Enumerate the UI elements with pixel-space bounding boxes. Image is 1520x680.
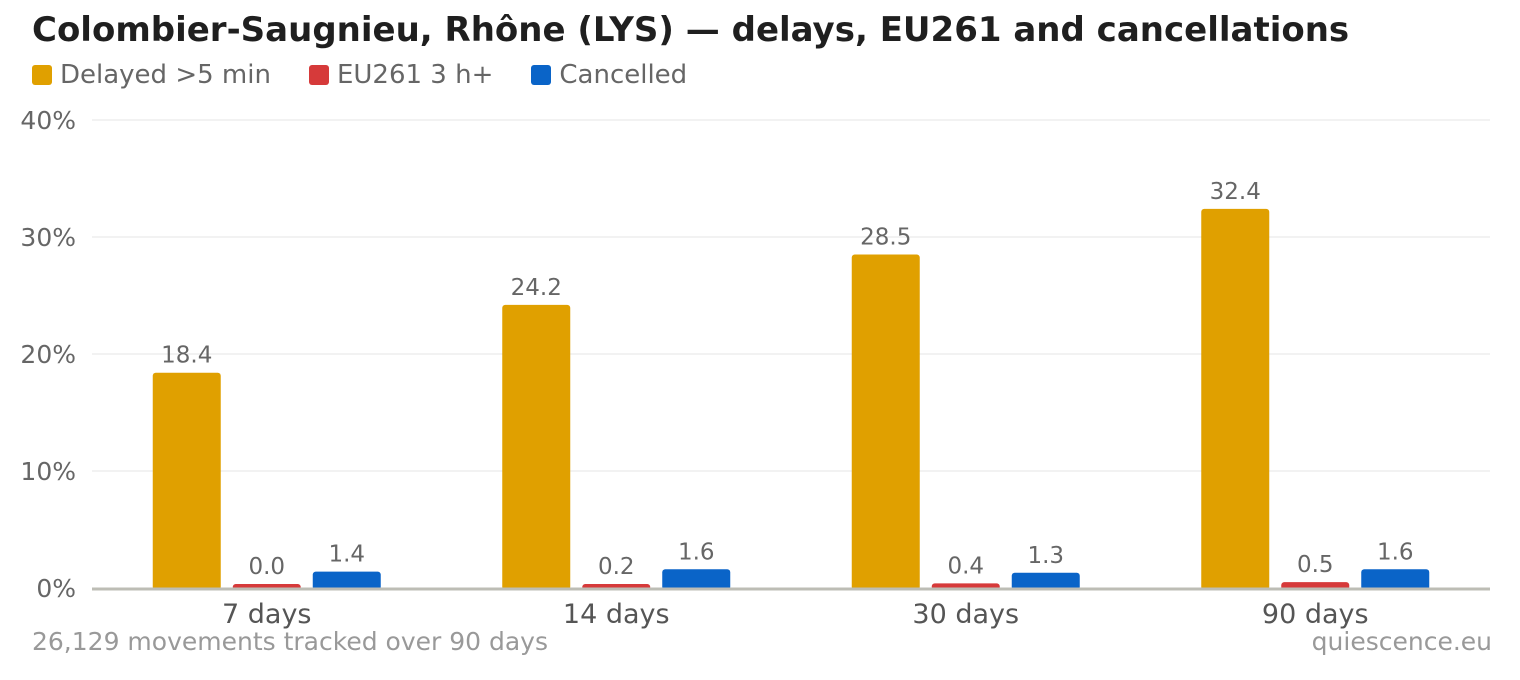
- data-label-delayed-5-min-90-days: 32.4: [1210, 179, 1261, 205]
- y-tick-label-2: 20%: [20, 340, 76, 369]
- bar-delayed-5-min-7-days: [152, 372, 221, 590]
- legend-item-cancelled: Cancelled: [531, 60, 687, 90]
- y-tick-label-0: 0%: [36, 574, 76, 603]
- data-label-cancelled-7-days: 1.4: [328, 542, 365, 568]
- data-label-eu261-3-h-90-days: 0.5: [1297, 552, 1334, 578]
- data-label-eu261-3-h-30-days: 0.4: [947, 553, 984, 579]
- legend-label-delayed: Delayed >5 min: [60, 60, 271, 90]
- x-tick-label-3: 90 days: [1262, 599, 1369, 630]
- data-label-delayed-5-min-7-days: 18.4: [161, 343, 212, 369]
- legend-item-eu261: EU261 3 h+: [308, 60, 494, 90]
- data-label-delayed-5-min-30-days: 28.5: [860, 225, 911, 251]
- data-label-cancelled-30-days: 1.3: [1027, 543, 1064, 569]
- chart-title: Colombier-Saugnieu, Rhône (LYS) — delays…: [32, 10, 1350, 50]
- legend-swatch-delayed: [32, 65, 52, 85]
- footnote: 26,129 movements tracked over 90 days: [32, 627, 548, 656]
- data-label-eu261-3-h-7-days: 0.0: [248, 554, 285, 580]
- legend-label-cancelled: Cancelled: [559, 60, 688, 90]
- y-tick-label-4: 40%: [20, 106, 76, 135]
- bar-cancelled-7-days: [312, 571, 381, 590]
- x-tick-label-0: 7 days: [222, 599, 312, 630]
- legend-label-eu261: EU261 3 h+: [336, 60, 494, 90]
- x-tick-label-2: 30 days: [912, 599, 1019, 630]
- bar-cancelled-90-days: [1361, 569, 1430, 590]
- legend-swatch-cancelled: [531, 65, 552, 85]
- bar-delayed-5-min-30-days: [851, 254, 920, 591]
- source-credit: quiescence.eu: [1311, 627, 1492, 656]
- data-label-cancelled-14-days: 1.6: [678, 539, 715, 565]
- bar-delayed-5-min-90-days: [1201, 208, 1270, 591]
- data-label-delayed-5-min-14-days: 24.2: [511, 275, 562, 301]
- x-tick-label-1: 14 days: [563, 599, 670, 630]
- bar-cancelled-14-days: [662, 569, 731, 590]
- bar-delayed-5-min-14-days: [502, 304, 571, 590]
- y-tick-label-1: 10%: [20, 457, 76, 486]
- data-label-cancelled-90-days: 1.6: [1377, 539, 1414, 565]
- legend-swatch-eu261: [308, 65, 329, 85]
- data-label-eu261-3-h-14-days: 0.2: [598, 554, 635, 580]
- legend-item-delayed: Delayed >5 min: [32, 60, 271, 90]
- y-tick-label-3: 30%: [20, 223, 76, 252]
- legend: Delayed >5 min EU261 3 h+ Cancelled: [32, 60, 725, 90]
- bar-cancelled-30-days: [1011, 572, 1080, 590]
